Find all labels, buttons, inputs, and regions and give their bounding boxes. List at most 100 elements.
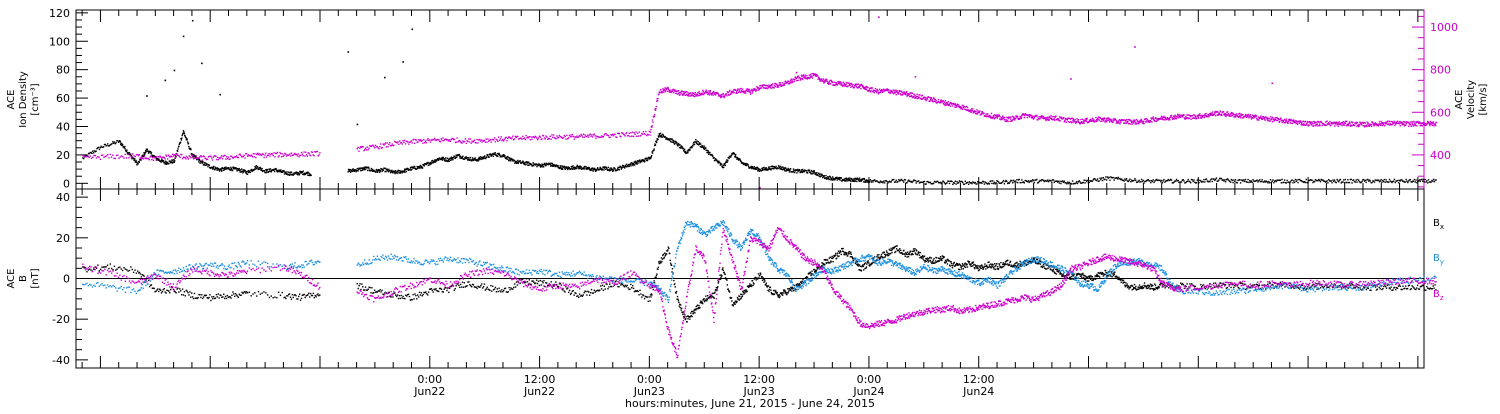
data-point: [196, 157, 197, 158]
data-point: [879, 89, 880, 90]
data-point: [659, 133, 660, 134]
data-point: [235, 167, 236, 168]
data-point: [1338, 125, 1339, 126]
data-point: [496, 139, 497, 140]
data-point: [1001, 117, 1002, 118]
outlier-point: [146, 95, 148, 97]
data-point: [727, 160, 728, 161]
data-point: [404, 140, 405, 141]
data-point: [879, 182, 880, 183]
data-point: [1326, 120, 1327, 121]
data-point: [115, 158, 116, 159]
data-point: [365, 147, 366, 148]
data-point: [652, 119, 653, 120]
data-point: [804, 75, 805, 76]
data-point: [527, 164, 528, 165]
data-point: [726, 93, 727, 94]
data-point: [303, 174, 304, 175]
outlier-point: [402, 61, 404, 63]
data-point: [1254, 117, 1255, 118]
data-point: [1424, 181, 1425, 182]
data-point: [654, 114, 655, 115]
data-point: [617, 169, 618, 170]
data-point: [629, 136, 630, 137]
data-point: [1194, 114, 1195, 115]
data-point: [779, 82, 780, 83]
data-point: [366, 149, 367, 150]
data-point: [213, 166, 214, 167]
data-point: [1104, 118, 1105, 119]
data-point: [1176, 179, 1177, 180]
data-point: [850, 181, 851, 182]
data-point: [1233, 114, 1234, 115]
velocity-axis-label: ACE: [1454, 90, 1465, 110]
data-point: [1248, 114, 1249, 115]
data-point: [1230, 113, 1231, 114]
data-point: [817, 79, 818, 80]
data-point: [359, 148, 360, 149]
data-point: [1009, 117, 1010, 118]
data-point: [1178, 180, 1179, 181]
data-point: [860, 88, 861, 89]
data-point: [111, 156, 112, 157]
data-point: [451, 159, 452, 160]
data-point: [1072, 120, 1073, 121]
data-point: [1340, 124, 1341, 125]
data-point: [1415, 179, 1416, 180]
data-point: [967, 182, 968, 183]
data-point: [750, 92, 751, 93]
data-point: [815, 73, 816, 74]
data-point: [498, 136, 499, 137]
data-point: [640, 135, 641, 136]
data-point: [1291, 123, 1292, 124]
data-point: [1352, 122, 1353, 123]
data-point: [1385, 179, 1386, 180]
data-point: [684, 93, 685, 94]
data-point: [888, 89, 889, 90]
data-point: [725, 165, 726, 166]
data-point: [1009, 181, 1010, 182]
outlier-point: [192, 20, 194, 22]
data-point: [1292, 123, 1293, 124]
data-point: [374, 147, 375, 148]
data-point: [540, 136, 541, 137]
data-point: [658, 94, 659, 95]
data-point: [1337, 122, 1338, 123]
data-point: [662, 91, 663, 92]
data-point: [1239, 115, 1240, 116]
data-point: [543, 166, 544, 167]
data-point: [222, 168, 223, 169]
data-point: [1284, 179, 1285, 180]
data-point: [1296, 179, 1297, 180]
data-point: [202, 159, 203, 160]
data-point: [1239, 179, 1240, 180]
data-point: [280, 169, 281, 170]
data-point: [1318, 121, 1319, 122]
data-point: [1013, 180, 1014, 181]
data-point: [354, 171, 355, 172]
data-point: [1048, 181, 1049, 182]
data-point: [134, 158, 135, 159]
data-point: [377, 172, 378, 173]
data-point: [497, 141, 498, 142]
data-point: [298, 153, 299, 154]
data-point: [113, 158, 114, 159]
data-point: [1032, 117, 1033, 118]
data-point: [773, 87, 774, 88]
data-point: [780, 84, 781, 85]
data-point: [897, 181, 898, 182]
data-point: [230, 167, 231, 168]
data-point: [899, 90, 900, 91]
data-point: [877, 90, 878, 91]
data-point: [283, 170, 284, 171]
data-point: [1006, 181, 1007, 182]
data-point: [946, 182, 947, 183]
data-point: [537, 139, 538, 140]
data-point: [82, 155, 83, 156]
data-point: [569, 167, 570, 168]
data-point: [1281, 179, 1282, 180]
data-point: [474, 140, 475, 141]
data-point: [1120, 122, 1121, 123]
data-point: [1319, 180, 1320, 181]
data-point: [623, 165, 624, 166]
